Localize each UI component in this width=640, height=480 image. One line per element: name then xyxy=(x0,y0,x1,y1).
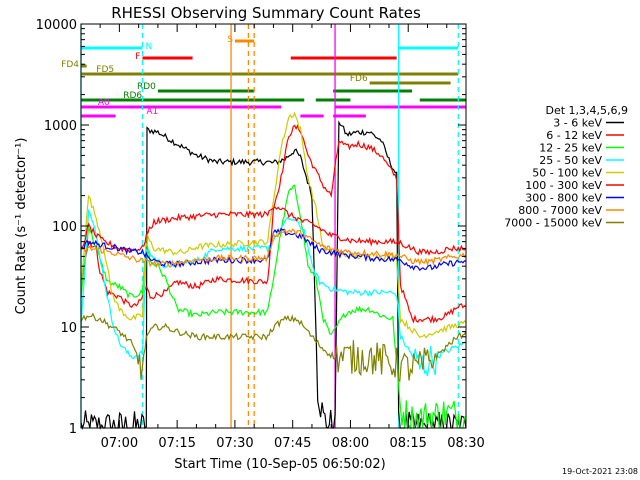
x-tick-label: 08:00 xyxy=(332,436,369,451)
x-tick-label: 07:30 xyxy=(216,436,253,451)
flag-label-rd6: RD6 xyxy=(123,91,142,101)
axes-layer: 1 10 100 1000 10000 07:00 07:15 07:30 07:45 08:00… xyxy=(36,18,485,451)
series-layer xyxy=(80,111,467,431)
legend-label: 7000 - 15000 keV xyxy=(504,217,602,230)
legend-label: 12 - 25 keV xyxy=(539,142,602,155)
y-tick-label: 1 xyxy=(69,422,77,437)
flag-label-rd0: RD0 xyxy=(137,82,156,92)
series-line-5 xyxy=(80,206,467,256)
y-axis-label: Count Rate (s⁻¹ detector⁻¹) xyxy=(14,138,29,315)
flag-label-fd4: FD4 xyxy=(61,60,79,70)
flag-label-fd6: FD6 xyxy=(350,74,368,84)
chart-title: RHESSI Observing Summary Count Rates xyxy=(111,4,421,22)
x-tick-label: 07:45 xyxy=(274,436,311,451)
flag-label-a1: A1 xyxy=(146,107,158,117)
y-tick-label: 1000 xyxy=(44,119,77,134)
timestamp: 19-Oct-2021 23:08 xyxy=(562,467,638,476)
flag-label-f: F xyxy=(135,52,140,62)
legend-label: 6 - 12 keV xyxy=(546,129,602,142)
x-tick-label: 08:15 xyxy=(389,436,426,451)
flag-label-fd5: FD5 xyxy=(96,65,114,75)
legend-label: 100 - 300 keV xyxy=(525,179,602,192)
legend-label: 3 - 6 keV xyxy=(553,117,602,130)
series-line-6 xyxy=(80,227,467,272)
y-tick-label: 10000 xyxy=(36,18,77,33)
series-line-7 xyxy=(80,228,467,269)
flag-label-a0: A0 xyxy=(98,98,110,108)
y-tick-label: 100 xyxy=(52,220,77,235)
legend-title: Det 1,3,4,5,6,9 xyxy=(545,104,628,117)
y-tick-label: 10 xyxy=(60,321,77,336)
x-tick-label: 07:15 xyxy=(158,436,195,451)
series-line-4 xyxy=(80,111,467,339)
legend-label: 800 - 7000 keV xyxy=(518,204,602,217)
legend-label: 300 - 800 keV xyxy=(525,192,602,205)
flag-label-n: N xyxy=(145,42,152,52)
flag-label-s: S xyxy=(227,35,233,45)
legend-label: 25 - 50 keV xyxy=(539,154,602,167)
series-line-8 xyxy=(80,312,467,383)
legend-label: 50 - 100 keV xyxy=(532,167,602,180)
x-tick-label: 07:00 xyxy=(101,436,138,451)
x-axis-label: Start Time (10-Sep-05 06:50:02) xyxy=(174,457,385,472)
x-tick-label: 08:30 xyxy=(447,436,484,451)
